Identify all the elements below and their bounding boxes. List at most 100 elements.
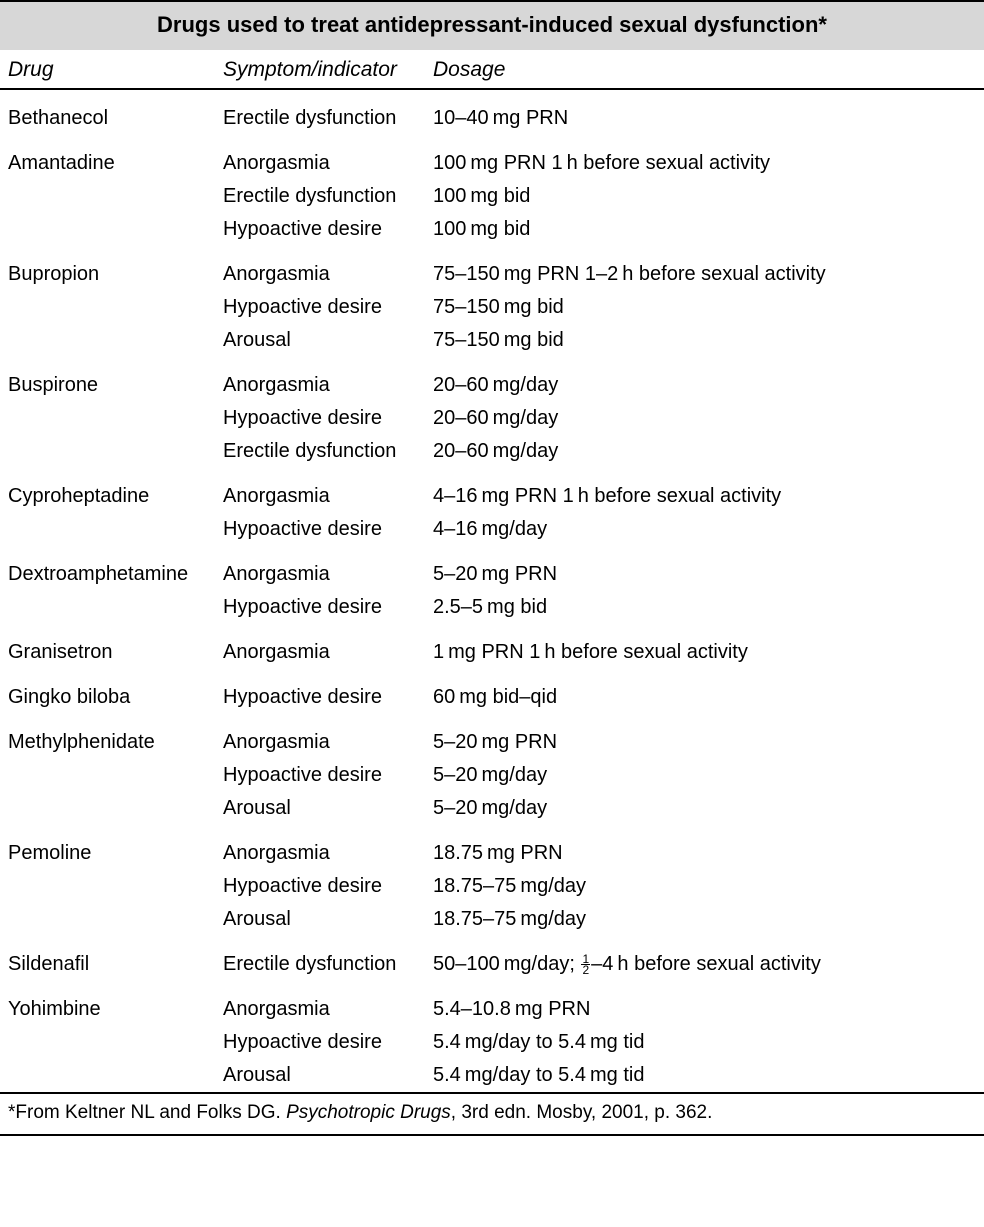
cell-drug: Methylphenidate <box>0 714 215 759</box>
cell-drug <box>0 759 215 792</box>
cell-drug: Granisetron <box>0 624 215 669</box>
cell-dosage: 10–40 mg PRN <box>425 89 984 135</box>
table-row: Hypoactive desire100 mg bid <box>0 213 984 246</box>
cell-symptom: Anorgasmia <box>215 981 425 1026</box>
cell-dosage: 60 mg bid–qid <box>425 669 984 714</box>
table-row: BupropionAnorgasmia75–150 mg PRN 1–2 h b… <box>0 246 984 291</box>
cell-drug <box>0 1059 215 1092</box>
cell-symptom: Hypoactive desire <box>215 1026 425 1059</box>
table-row: Hypoactive desire4–16 mg/day <box>0 513 984 546</box>
drug-table: Drug Symptom/indicator Dosage Bethanecol… <box>0 50 984 1092</box>
cell-drug <box>0 291 215 324</box>
table-row: SildenafilErectile dysfunction50–100 mg/… <box>0 936 984 981</box>
table-row: AmantadineAnorgasmia100 mg PRN 1 h befor… <box>0 135 984 180</box>
cell-symptom: Hypoactive desire <box>215 759 425 792</box>
cell-dosage: 18.75–75 mg/day <box>425 903 984 936</box>
cell-symptom: Erectile dysfunction <box>215 180 425 213</box>
cell-dosage: 75–150 mg PRN 1–2 h before sexual activi… <box>425 246 984 291</box>
cell-symptom: Hypoactive desire <box>215 402 425 435</box>
table-row: Arousal18.75–75 mg/day <box>0 903 984 936</box>
cell-drug <box>0 435 215 468</box>
cell-drug: Bethanecol <box>0 89 215 135</box>
cell-dosage: 5–20 mg PRN <box>425 714 984 759</box>
cell-dosage: 2.5–5 mg bid <box>425 591 984 624</box>
table-row: Gingko bilobaHypoactive desire60 mg bid–… <box>0 669 984 714</box>
cell-symptom: Hypoactive desire <box>215 870 425 903</box>
table-row: Hypoactive desire5.4 mg/day to 5.4 mg ti… <box>0 1026 984 1059</box>
cell-dosage: 20–60 mg/day <box>425 402 984 435</box>
table-row: Hypoactive desire20–60 mg/day <box>0 402 984 435</box>
cell-symptom: Hypoactive desire <box>215 213 425 246</box>
cell-dosage: 5.4 mg/day to 5.4 mg tid <box>425 1059 984 1092</box>
cell-drug <box>0 213 215 246</box>
cell-drug: Amantadine <box>0 135 215 180</box>
cell-drug: Sildenafil <box>0 936 215 981</box>
table-container: { "title": "Drugs used to treat antidepr… <box>0 0 984 1136</box>
footnote-title: Psychotropic Drugs <box>286 1102 451 1123</box>
cell-drug: Pemoline <box>0 825 215 870</box>
cell-dosage: 100 mg bid <box>425 180 984 213</box>
table-row: BethanecolErectile dysfunction10–40 mg P… <box>0 89 984 135</box>
cell-drug <box>0 591 215 624</box>
cell-symptom: Erectile dysfunction <box>215 89 425 135</box>
header-row: Drug Symptom/indicator Dosage <box>0 50 984 89</box>
cell-dosage: 18.75–75 mg/day <box>425 870 984 903</box>
cell-drug: Buspirone <box>0 357 215 402</box>
footnote-suffix: , 3rd edn. Mosby, 2001, p. 362. <box>451 1102 713 1123</box>
col-header-drug: Drug <box>0 50 215 89</box>
cell-drug <box>0 513 215 546</box>
table-row: Erectile dysfunction20–60 mg/day <box>0 435 984 468</box>
cell-symptom: Anorgasmia <box>215 624 425 669</box>
cell-drug <box>0 180 215 213</box>
cell-symptom: Arousal <box>215 324 425 357</box>
cell-dosage: 5.4–10.8 mg PRN <box>425 981 984 1026</box>
table-row: Erectile dysfunction100 mg bid <box>0 180 984 213</box>
table-row: Arousal5.4 mg/day to 5.4 mg tid <box>0 1059 984 1092</box>
cell-drug <box>0 870 215 903</box>
cell-drug <box>0 1026 215 1059</box>
col-header-dosage: Dosage <box>425 50 984 89</box>
cell-symptom: Hypoactive desire <box>215 513 425 546</box>
table-row: Hypoactive desire75–150 mg bid <box>0 291 984 324</box>
cell-drug: Gingko biloba <box>0 669 215 714</box>
cell-symptom: Anorgasmia <box>215 825 425 870</box>
table-row: MethylphenidateAnorgasmia5–20 mg PRN <box>0 714 984 759</box>
cell-symptom: Anorgasmia <box>215 246 425 291</box>
cell-dosage: 1 mg PRN 1 h before sexual activity <box>425 624 984 669</box>
cell-dosage: 4–16 mg PRN 1 h before sexual activity <box>425 468 984 513</box>
cell-symptom: Anorgasmia <box>215 468 425 513</box>
table-row: YohimbineAnorgasmia5.4–10.8 mg PRN <box>0 981 984 1026</box>
cell-symptom: Arousal <box>215 792 425 825</box>
cell-dosage: 5.4 mg/day to 5.4 mg tid <box>425 1026 984 1059</box>
cell-symptom: Erectile dysfunction <box>215 435 425 468</box>
cell-dosage: 18.75 mg PRN <box>425 825 984 870</box>
cell-dosage: 100 mg bid <box>425 213 984 246</box>
footnote-prefix: *From Keltner NL and Folks DG. <box>8 1102 286 1123</box>
cell-drug <box>0 402 215 435</box>
table-title: Drugs used to treat antidepressant-induc… <box>0 0 984 50</box>
table-row: Hypoactive desire2.5–5 mg bid <box>0 591 984 624</box>
cell-drug <box>0 792 215 825</box>
cell-symptom: Hypoactive desire <box>215 591 425 624</box>
cell-symptom: Hypoactive desire <box>215 669 425 714</box>
cell-drug: Cyproheptadine <box>0 468 215 513</box>
cell-dosage: 5–20 mg/day <box>425 792 984 825</box>
table-row: Hypoactive desire5–20 mg/day <box>0 759 984 792</box>
cell-dosage: 20–60 mg/day <box>425 435 984 468</box>
cell-symptom: Hypoactive desire <box>215 291 425 324</box>
table-row: CyproheptadineAnorgasmia4–16 mg PRN 1 h … <box>0 468 984 513</box>
cell-symptom: Arousal <box>215 903 425 936</box>
table-row: Arousal75–150 mg bid <box>0 324 984 357</box>
cell-symptom: Arousal <box>215 1059 425 1092</box>
cell-drug <box>0 324 215 357</box>
cell-symptom: Anorgasmia <box>215 714 425 759</box>
cell-dosage: 5–20 mg/day <box>425 759 984 792</box>
cell-drug: Yohimbine <box>0 981 215 1026</box>
cell-dosage: 75–150 mg bid <box>425 291 984 324</box>
cell-dosage: 50–100 mg/day; 12–4 h before sexual acti… <box>425 936 984 981</box>
cell-dosage: 75–150 mg bid <box>425 324 984 357</box>
col-header-symptom: Symptom/indicator <box>215 50 425 89</box>
cell-drug: Bupropion <box>0 246 215 291</box>
cell-drug <box>0 903 215 936</box>
table-row: BuspironeAnorgasmia20–60 mg/day <box>0 357 984 402</box>
